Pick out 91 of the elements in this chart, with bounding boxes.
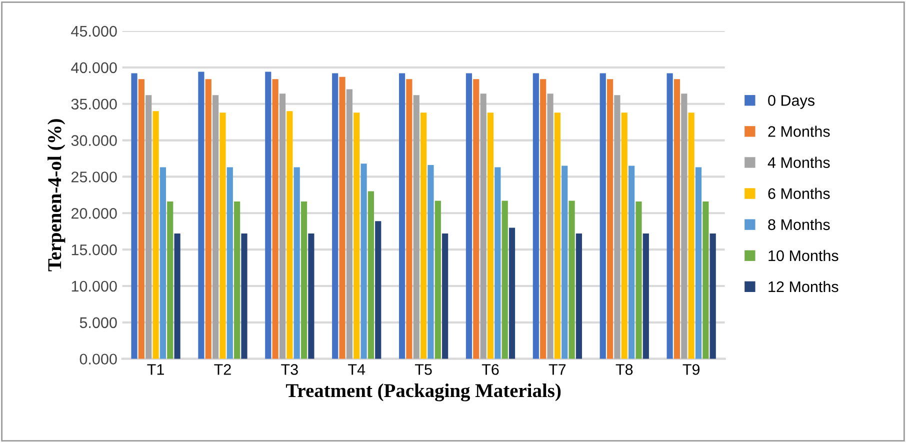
legend-label: 6 Months bbox=[768, 188, 830, 200]
bar bbox=[508, 228, 516, 359]
bar bbox=[494, 167, 501, 359]
y-tick-label: 15.000 bbox=[72, 244, 117, 256]
bar bbox=[600, 73, 606, 359]
bar bbox=[413, 95, 420, 359]
bar bbox=[434, 200, 441, 359]
bar bbox=[695, 167, 702, 359]
bar bbox=[568, 200, 575, 359]
legend-label: 2 Months bbox=[768, 126, 830, 137]
bar bbox=[473, 79, 480, 359]
bar bbox=[642, 234, 649, 359]
bar bbox=[226, 167, 233, 359]
bar bbox=[152, 111, 159, 359]
legend-label: 4 Months bbox=[768, 156, 830, 168]
bar bbox=[234, 201, 240, 359]
legend-label: 0 Days bbox=[768, 95, 814, 109]
y-axis-title: Terpenen-4-ol (%) bbox=[48, 119, 66, 272]
y-tick-label: 40.000 bbox=[71, 62, 117, 74]
x-tick-label: T9 bbox=[682, 364, 700, 375]
bar bbox=[428, 165, 434, 359]
bar bbox=[628, 166, 635, 359]
y-tick-label: 30.000 bbox=[71, 135, 117, 146]
legend-label: 12 Months bbox=[768, 280, 838, 292]
bar bbox=[710, 234, 716, 359]
bar bbox=[241, 234, 248, 359]
x-tick-label: T8 bbox=[616, 364, 633, 375]
bar bbox=[554, 112, 560, 359]
bar bbox=[688, 112, 694, 359]
bar bbox=[636, 201, 642, 359]
bar bbox=[576, 234, 582, 359]
bar bbox=[286, 111, 293, 359]
bar bbox=[442, 234, 448, 359]
y-tick-label: 5.000 bbox=[80, 317, 117, 328]
bar bbox=[681, 94, 688, 359]
bar bbox=[547, 94, 554, 359]
bar bbox=[138, 79, 144, 359]
bar bbox=[360, 164, 367, 359]
bar bbox=[205, 79, 212, 359]
bar bbox=[375, 221, 382, 359]
x-tick-label: T1 bbox=[147, 364, 164, 375]
x-tick-label: T7 bbox=[548, 364, 566, 375]
bar bbox=[279, 94, 286, 359]
legend-label: 8 Months bbox=[768, 218, 830, 230]
x-tick-label: T6 bbox=[482, 364, 499, 375]
bar bbox=[354, 112, 360, 359]
y-tick-label: 10.000 bbox=[72, 280, 117, 292]
bar bbox=[220, 112, 226, 359]
bar bbox=[398, 73, 406, 359]
bar bbox=[666, 73, 673, 359]
legend-label: 10 Months bbox=[768, 250, 838, 262]
bar bbox=[346, 89, 352, 359]
bar bbox=[406, 79, 412, 359]
bar bbox=[160, 167, 166, 359]
bar bbox=[480, 94, 486, 359]
bar bbox=[674, 79, 680, 359]
bar bbox=[502, 200, 508, 359]
bar bbox=[466, 73, 472, 359]
bar bbox=[265, 72, 272, 359]
x-tick-label: T5 bbox=[414, 364, 432, 375]
bar bbox=[198, 72, 204, 359]
bar bbox=[368, 191, 374, 359]
bar bbox=[339, 76, 346, 359]
y-tick-label: 45.000 bbox=[71, 26, 117, 37]
bar bbox=[308, 234, 314, 359]
x-tick-label: T4 bbox=[348, 364, 366, 375]
bar bbox=[146, 95, 152, 359]
bar bbox=[532, 73, 539, 359]
bar bbox=[606, 79, 614, 359]
bar bbox=[614, 95, 620, 359]
bar bbox=[212, 95, 219, 359]
bar bbox=[167, 201, 174, 359]
bar bbox=[621, 112, 628, 359]
bar bbox=[294, 167, 300, 359]
bar bbox=[174, 234, 180, 359]
bar bbox=[487, 112, 494, 359]
x-tick-label: T3 bbox=[281, 364, 298, 375]
bar bbox=[420, 112, 427, 359]
bar bbox=[131, 73, 138, 359]
bar bbox=[300, 201, 308, 359]
bar bbox=[562, 166, 568, 359]
x-tick-label: T2 bbox=[214, 364, 231, 375]
x-axis-title: Treatment (Packaging Materials) bbox=[286, 383, 561, 402]
bar bbox=[332, 73, 338, 359]
y-tick-label: 0.000 bbox=[80, 354, 117, 365]
y-tick-label: 25.000 bbox=[71, 172, 117, 182]
y-tick-label: 35.000 bbox=[71, 98, 117, 110]
bar bbox=[540, 79, 546, 359]
bar bbox=[702, 201, 709, 359]
bar bbox=[272, 79, 278, 359]
y-tick-label: 20.000 bbox=[71, 208, 117, 219]
